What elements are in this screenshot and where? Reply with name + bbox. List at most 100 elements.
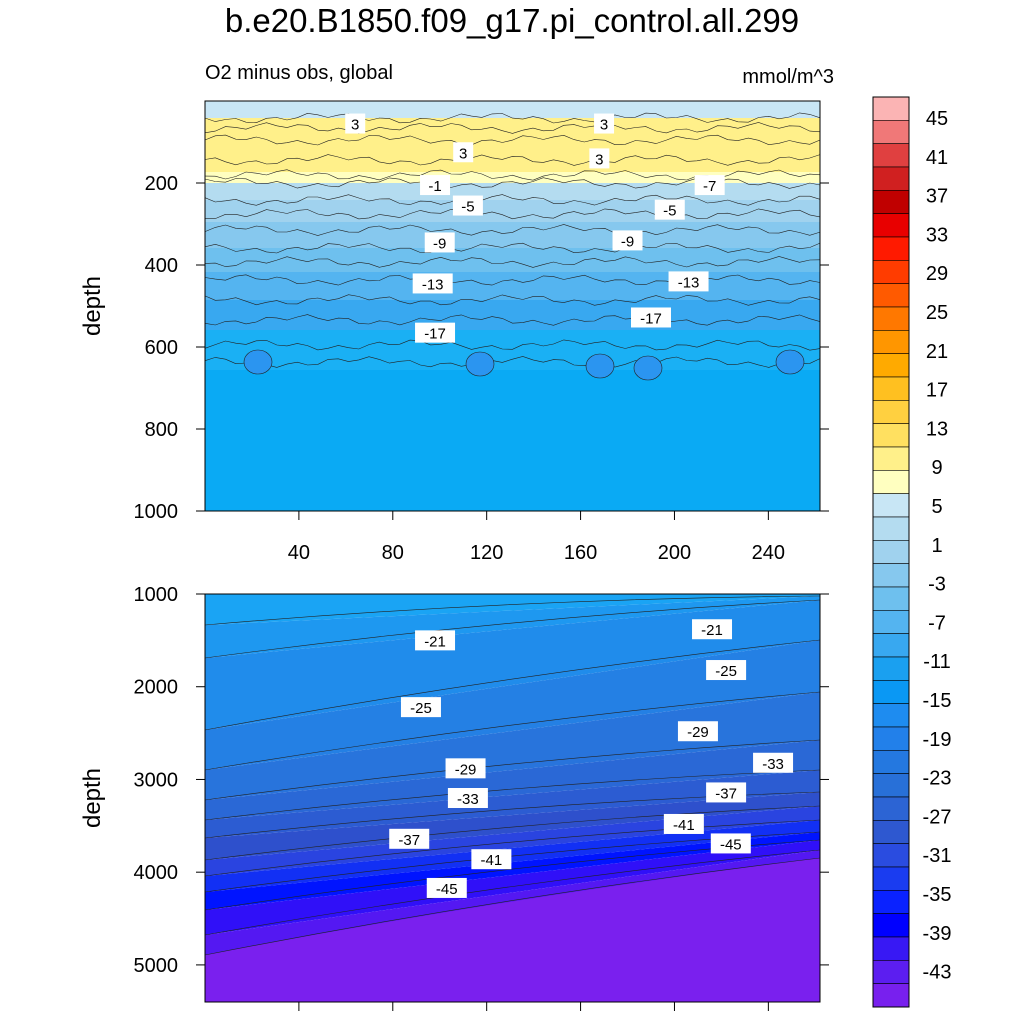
lower-band-10 [205,832,820,910]
colorbar-swatch-8 [872,283,910,308]
upper-contour-label-12: -17 [424,326,446,343]
upper-contour-label-bg-6 [694,175,725,196]
upper-contour-label-bg-12 [415,322,456,343]
colorbar-swatch-35 [872,913,910,938]
lower-band-5 [205,740,820,820]
upper-contour-label-bg-10 [412,273,453,294]
upper-contour-label-bg-13 [630,307,671,328]
lower-ylabel: depth [79,768,106,828]
colorbar-label-16: -19 [923,729,952,751]
upper-contour-label-bg-8 [424,232,455,253]
lower-contour-label-bg-1 [692,619,733,640]
upper-contour-label-bg-1 [594,113,615,134]
lower-contour-label-13: -45 [720,836,742,853]
lower-contour-label-1: -21 [701,622,723,639]
lower-contour-label-5: -29 [687,724,709,741]
lower-contour-label-bg-8 [389,828,430,849]
colorbar-swatch-30 [872,796,910,821]
upper-contour-line-9 [204,242,821,254]
colorbar-swatch-32 [872,843,910,868]
upper-contour-label-6: -7 [703,178,716,195]
upper-band-5 [205,222,820,248]
colorbar-label-6: 21 [926,341,948,363]
upper-band-7 [205,272,820,300]
upper-ytick-label-1: 400 [145,255,178,277]
upper-blob-4 [775,349,805,375]
lower-contour-line-2 [204,599,821,659]
lower-contour-label-bg-9 [706,782,747,803]
colorbar-label-7: 17 [926,380,948,402]
lower-band-11 [205,840,820,935]
upper-contour-line-2 [204,134,821,146]
upper-contour-label-3: 3 [595,151,603,168]
upper-contour-line-10 [204,256,821,268]
lower-contour-label-bg-4 [445,758,486,779]
colorbar-swatch-2 [872,143,910,168]
upper-contour-label-2: 3 [459,145,467,162]
upper-blob-1 [465,351,495,377]
upper-contour-label-bg-5 [452,195,483,216]
upper-contour-label-bg-3 [589,148,610,169]
lower-contour-label-11: -41 [673,817,695,834]
colorbar-label-11: 1 [931,535,942,557]
units-label: mmol/m^3 [742,66,834,88]
upper-xtick-label-0: 40 [288,542,310,564]
lower-band-6 [205,770,820,838]
upper-xtick-label-1: 80 [382,542,404,564]
colorbar-label-22: -43 [923,962,952,984]
upper-contour-line-11 [204,274,821,286]
upper-contour-label-bg-7 [654,199,685,220]
upper-contour-label-bg-4 [420,175,451,196]
colorbar-label-20: -35 [923,884,952,906]
lower-band-0 [205,594,820,625]
lower-band-4 [205,692,820,800]
upper-xtick-label-5: 240 [752,542,785,564]
colorbar-swatch-26 [872,703,910,728]
upper-band-9 [205,330,820,370]
upper-contour-label-bg-9 [612,230,643,251]
lower-ytick-label-3: 4000 [134,862,179,884]
upper-contour-label-bg-0 [345,113,366,134]
upper-contour-label-13: -17 [640,310,662,327]
colorbar-label-9: 9 [931,457,942,479]
lower-contour-label-bg-13 [710,833,751,854]
colorbar-swatch-34 [872,890,910,914]
lower-ytick-label-1: 2000 [134,677,179,699]
upper-band-3 [205,183,820,200]
upper-band-1 [205,118,820,172]
colorbar-swatch-29 [872,773,910,798]
lower-panel-frame [204,593,821,1003]
colorbar-swatch-24 [872,656,910,681]
lower-contour-label-bg-10 [471,849,512,870]
colorbar-swatch-3 [872,166,910,191]
colorbar-swatch-7 [872,260,910,284]
colorbar-swatch-15 [872,446,910,471]
colorbar-swatch-9 [872,306,910,331]
upper-contour-label-7: -5 [663,203,676,220]
chart-subtitle: O2 minus obs, global [205,62,393,84]
chart-title: b.e20.B1850.f09_g17.pi_control.all.299 [224,2,800,39]
colorbar-label-1: 41 [926,147,948,169]
colorbar-swatch-37 [872,960,910,984]
lower-contour-label-9: -37 [715,785,737,802]
colorbar-swatch-12 [872,376,910,401]
colorbar-label-17: -23 [923,768,952,790]
upper-contour-line-8 [204,224,821,236]
colorbar-swatch-25 [872,680,910,704]
colorbar-swatch-33 [872,866,910,891]
colorbar-swatch-28 [872,750,910,774]
lower-band-3 [205,640,820,770]
upper-band-2 [205,172,820,183]
lower-contour-line-8 [204,805,821,861]
upper-band-8 [205,300,820,330]
upper-contour-label-5: -5 [461,199,474,216]
colorbar-label-2: 37 [926,186,948,208]
upper-xtick-label-4: 200 [658,542,691,564]
colorbar-label-4: 29 [926,263,948,285]
upper-contour-label-1: 3 [600,117,608,134]
upper-ylabel: depth [79,276,106,336]
upper-ytick-label-4: 1000 [134,501,179,523]
lower-contour-label-2: -25 [410,700,432,717]
colorbar-swatch-13 [872,400,910,424]
